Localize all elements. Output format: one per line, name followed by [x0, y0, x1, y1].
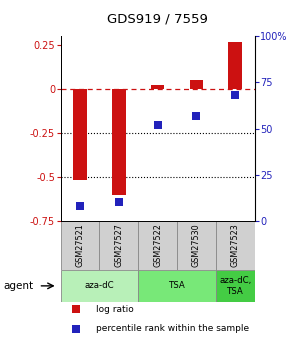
Point — [74, 326, 78, 332]
Point — [74, 307, 78, 312]
Point — [155, 122, 160, 128]
Point — [233, 92, 238, 98]
Bar — [177, 221, 216, 270]
Text: GSM27530: GSM27530 — [192, 224, 201, 267]
Text: agent: agent — [3, 281, 33, 291]
Text: TSA: TSA — [168, 282, 185, 290]
Point — [194, 113, 199, 118]
Point — [116, 200, 121, 205]
Text: log ratio: log ratio — [95, 305, 133, 314]
Bar — [138, 270, 216, 302]
Text: GSM27523: GSM27523 — [231, 224, 240, 267]
Bar — [190, 80, 203, 89]
Text: aza-dC: aza-dC — [85, 282, 114, 290]
Text: GDS919 / 7559: GDS919 / 7559 — [107, 12, 208, 25]
Text: GSM27522: GSM27522 — [153, 224, 162, 267]
Bar — [216, 270, 255, 302]
Bar — [228, 41, 242, 89]
Bar — [99, 221, 138, 270]
Bar — [151, 86, 164, 89]
Bar — [138, 221, 177, 270]
Bar — [112, 89, 125, 195]
Bar — [73, 89, 87, 180]
Text: GSM27527: GSM27527 — [114, 224, 123, 267]
Bar — [61, 221, 99, 270]
Point — [78, 204, 82, 209]
Bar — [61, 270, 138, 302]
Text: aza-dC,
TSA: aza-dC, TSA — [219, 276, 251, 296]
Text: GSM27521: GSM27521 — [75, 224, 85, 267]
Text: percentile rank within the sample: percentile rank within the sample — [95, 324, 249, 333]
Bar — [216, 221, 255, 270]
